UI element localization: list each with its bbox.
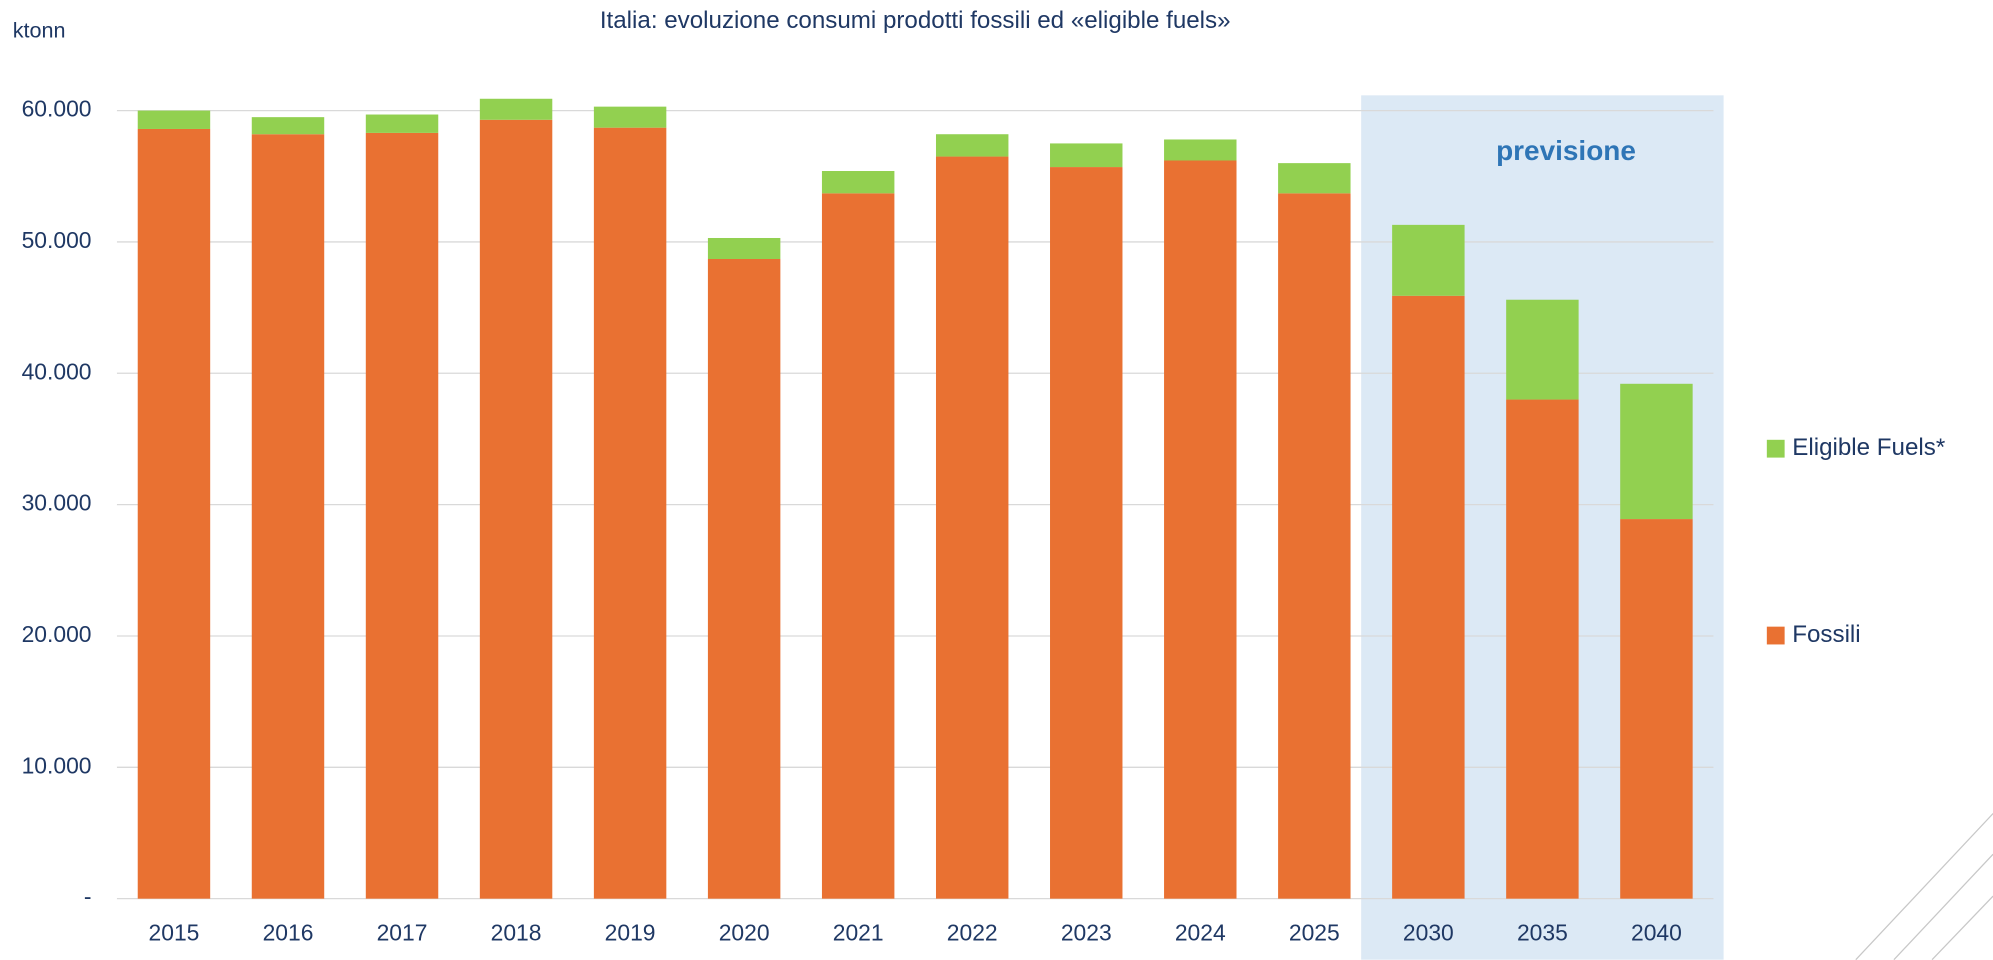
- bar-segment: [365, 132, 439, 899]
- x-tick-label: 2025: [1289, 919, 1340, 945]
- bar-segment: [1506, 299, 1579, 400]
- bar-segment: [1164, 139, 1237, 161]
- bar-segment: [137, 128, 211, 899]
- bar-segment: [1050, 143, 1123, 168]
- annotation: previsione: [1496, 135, 1636, 166]
- bar-segment: [365, 114, 439, 133]
- legend-label: Eligible Fuels*: [1792, 434, 1946, 461]
- x-tick-label: 2016: [263, 919, 314, 945]
- bar-segment: [821, 171, 895, 194]
- bar-segment: [707, 259, 781, 899]
- bar-segment: [1392, 224, 1465, 296]
- bar-segment: [251, 117, 325, 135]
- x-tick-label: 2020: [719, 919, 770, 945]
- bar-segment: [137, 110, 211, 129]
- bar-segment: [1278, 193, 1351, 899]
- bar-segment: [1620, 383, 1693, 520]
- bar-segment: [1050, 167, 1123, 899]
- bar-segment: [1506, 399, 1579, 899]
- y-axis-label: ktonn: [13, 17, 66, 42]
- x-tick-label: 2021: [833, 919, 884, 945]
- bar-segment: [1278, 163, 1351, 194]
- x-tick-label: 2030: [1403, 919, 1454, 945]
- x-tick-label: 2022: [947, 919, 998, 945]
- y-tick-label: 40.000: [22, 358, 92, 384]
- bar-segment: [1164, 160, 1237, 899]
- bar-segment: [593, 127, 667, 899]
- legend: Eligible Fuels* Fossili: [1766, 434, 1946, 648]
- legend-label: Fossili: [1792, 621, 1860, 648]
- y-tick-label: 30.000: [22, 490, 92, 516]
- bar-segment: [1392, 295, 1465, 899]
- chart-title: Italia: evoluzione consumi prodotti foss…: [600, 7, 1231, 34]
- bar-segment: [935, 156, 1009, 899]
- chart-body: - 10.000 20.000 30.000 40.000 50.000 60.000 20…: [13, 7, 1993, 960]
- x-tick-label: 2023: [1061, 919, 1112, 945]
- x-tick-label: 2040: [1631, 919, 1682, 945]
- x-tick-label: 2017: [377, 919, 428, 945]
- bar-segment: [479, 98, 553, 120]
- bar-segment: [593, 106, 667, 128]
- bar-segment: [821, 193, 895, 899]
- y-tick-label: 60.000: [22, 96, 92, 122]
- bar-segment: [707, 237, 781, 260]
- legend-swatch: [1766, 626, 1785, 645]
- x-tick-label: 2024: [1175, 919, 1226, 945]
- y-tick-label: 50.000: [22, 227, 92, 253]
- bar-segment: [1620, 519, 1693, 899]
- x-tick-label: 2018: [491, 919, 542, 945]
- legend-swatch: [1766, 439, 1785, 458]
- x-tick-label: 2019: [605, 919, 656, 945]
- y-tick-label: -: [84, 884, 92, 910]
- bar-segment: [251, 134, 325, 899]
- x-tick-label: 2035: [1517, 919, 1568, 945]
- bars: 2015 2016 2017 2018 2019 2020 2021 2022 2023 2024…: [137, 98, 1693, 945]
- y-tick-label: 10.000: [22, 752, 92, 778]
- y-tick-label: 20.000: [22, 621, 92, 647]
- bar-segment: [935, 134, 1009, 157]
- bar-segment: [479, 119, 553, 899]
- decoration: [1855, 813, 1993, 960]
- x-tick-label: 2015: [149, 919, 200, 945]
